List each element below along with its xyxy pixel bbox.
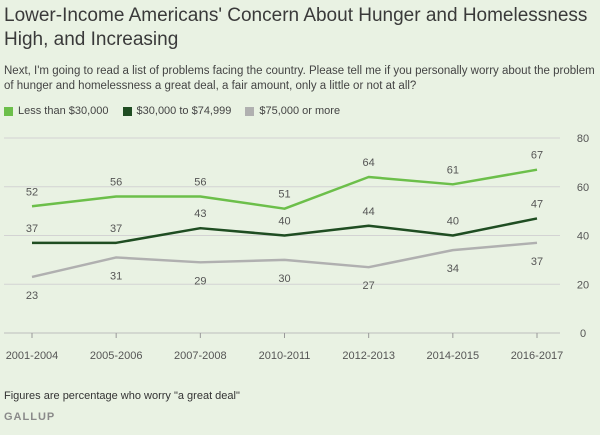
x-tick-label: 2007-2008 <box>174 350 227 362</box>
y-tick-label: 20 <box>577 279 589 291</box>
source-logo: GALLUP <box>4 411 56 423</box>
y-tick-label: 80 <box>577 133 589 145</box>
legend-swatch <box>245 106 255 116</box>
legend-item-30000-to-74999: $30,000 to $74,999 <box>122 105 232 117</box>
y-tick-label: 0 <box>580 328 586 340</box>
x-tick-label: 2014-2015 <box>427 350 480 362</box>
legend-label: $30,000 to $74,999 <box>136 105 232 117</box>
data-label: 56 <box>110 177 122 189</box>
legend: Less than $30,000 $30,000 to $74,999 $75… <box>4 105 354 117</box>
data-label: 67 <box>531 150 543 162</box>
x-tick-label: 2012-2013 <box>342 350 395 362</box>
legend-item-less-than-30000: Less than $30,000 <box>4 105 109 117</box>
data-label: 43 <box>194 208 206 220</box>
legend-swatch <box>4 106 13 116</box>
data-label: 40 <box>447 216 459 228</box>
chart-subtitle: Next, I'm going to read a list of proble… <box>4 65 595 92</box>
data-label: 29 <box>194 275 206 287</box>
y-tick-label: 40 <box>577 231 589 243</box>
data-label: 34 <box>447 263 459 275</box>
legend-label: $75,000 or more <box>259 105 341 117</box>
data-label: 27 <box>363 280 375 292</box>
legend-label: Less than $30,000 <box>18 105 109 117</box>
line-chart: 0 20 40 60 80 2001-2004 2005-2006 2007-2008 2010… <box>4 133 589 362</box>
data-label: 64 <box>363 157 375 169</box>
footnote: Figures are percentage who worry "a grea… <box>4 390 240 402</box>
data-label: 51 <box>278 189 290 201</box>
data-label: 37 <box>531 256 543 268</box>
data-label: 52 <box>26 186 38 198</box>
y-tick-label: 60 <box>577 182 589 194</box>
legend-item-75000-or-more: $75,000 or more <box>245 105 340 117</box>
data-label: 37 <box>110 223 122 235</box>
data-label: 23 <box>26 290 38 302</box>
x-tick-label: 2001-2004 <box>6 350 59 362</box>
data-label: 44 <box>363 206 375 218</box>
data-label: 40 <box>278 216 290 228</box>
data-label: 30 <box>278 273 290 285</box>
x-tick-label: 2005-2006 <box>90 350 143 362</box>
data-label: 47 <box>531 198 543 210</box>
x-tick-label: 2016-2017 <box>511 350 564 362</box>
x-tick-label: 2010-2011 <box>259 350 311 362</box>
data-label: 56 <box>194 177 206 189</box>
data-label: 61 <box>447 164 459 176</box>
chart-title: Lower-Income Americans' Concern About Hu… <box>4 5 588 50</box>
series-line-0 <box>31 168 538 210</box>
legend-swatch <box>122 106 132 116</box>
series-line-2 <box>31 241 538 279</box>
data-label: 31 <box>110 270 122 282</box>
data-label: 37 <box>26 223 38 235</box>
series-line-1 <box>32 217 538 245</box>
